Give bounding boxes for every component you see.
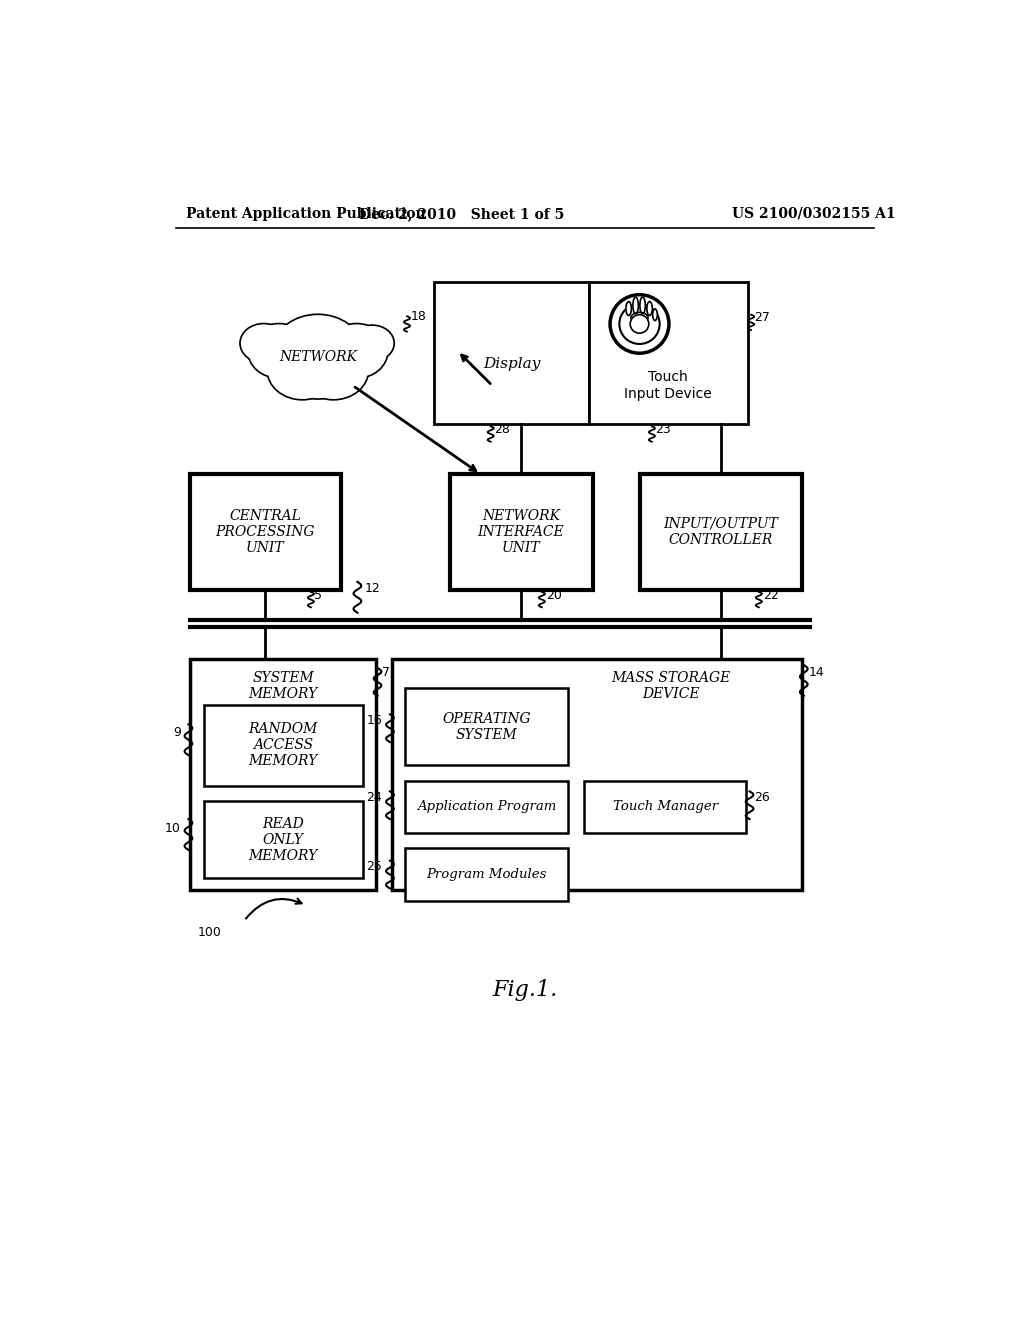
Text: Program Modules: Program Modules	[427, 869, 547, 880]
Circle shape	[620, 304, 659, 345]
Text: Application Program: Application Program	[417, 800, 556, 813]
Bar	[589, 281, 748, 424]
Text: 9: 9	[173, 726, 180, 739]
Text: 7: 7	[382, 667, 390, 680]
Ellipse shape	[631, 313, 648, 323]
Ellipse shape	[327, 325, 386, 376]
Bar	[190, 659, 376, 890]
Text: Dec. 2, 2010   Sheet 1 of 5: Dec. 2, 2010 Sheet 1 of 5	[358, 207, 564, 220]
Text: MASS STORAGE
DEVICE: MASS STORAGE DEVICE	[611, 671, 730, 701]
Ellipse shape	[350, 326, 394, 360]
Text: 25: 25	[367, 861, 382, 874]
Bar	[190, 474, 341, 590]
Ellipse shape	[276, 315, 359, 379]
Bar	[406, 849, 568, 900]
Ellipse shape	[242, 325, 286, 362]
Text: NETWORK: NETWORK	[279, 350, 357, 364]
Bar	[640, 474, 802, 590]
Ellipse shape	[290, 351, 346, 397]
Ellipse shape	[275, 314, 360, 379]
Text: NETWORK
INTERFACE
UNIT: NETWORK INTERFACE UNIT	[477, 508, 564, 554]
Ellipse shape	[241, 323, 287, 363]
Text: 5: 5	[314, 589, 322, 602]
Text: 26: 26	[755, 791, 770, 804]
Text: Fig.1.: Fig.1.	[493, 979, 557, 1001]
Text: 27: 27	[755, 312, 770, 325]
Text: SYSTEM
MEMORY: SYSTEM MEMORY	[249, 671, 317, 701]
Text: 18: 18	[411, 310, 427, 323]
Text: 28: 28	[494, 422, 510, 436]
Text: CENTRAL
PROCESSING
UNIT: CENTRAL PROCESSING UNIT	[215, 508, 315, 554]
Ellipse shape	[326, 323, 388, 378]
Text: 22: 22	[764, 589, 779, 602]
Ellipse shape	[289, 350, 347, 399]
Bar	[391, 659, 802, 890]
Text: READ
ONLY
MEMORY: READ ONLY MEMORY	[249, 817, 317, 863]
Ellipse shape	[647, 302, 652, 315]
Text: 16: 16	[367, 714, 382, 727]
Text: 23: 23	[655, 422, 671, 436]
Ellipse shape	[300, 342, 367, 399]
Text: OPERATING
SYSTEM: OPERATING SYSTEM	[442, 711, 531, 742]
Text: US 2100/0302155 A1: US 2100/0302155 A1	[732, 207, 896, 220]
Ellipse shape	[299, 341, 369, 400]
Text: Display: Display	[483, 356, 541, 371]
Ellipse shape	[268, 342, 336, 399]
Bar	[450, 474, 593, 590]
Text: 20: 20	[547, 589, 562, 602]
Bar	[204, 801, 362, 878]
Text: Touch Manager: Touch Manager	[612, 800, 718, 813]
Text: Touch
Input Device: Touch Input Device	[625, 371, 712, 401]
Text: 100: 100	[198, 925, 221, 939]
Text: 24: 24	[367, 791, 382, 804]
Text: 12: 12	[365, 582, 380, 594]
Text: 10: 10	[165, 822, 180, 834]
Ellipse shape	[640, 297, 645, 314]
Ellipse shape	[626, 302, 632, 315]
Text: RANDOM
ACCESS
MEMORY: RANDOM ACCESS MEMORY	[248, 722, 317, 768]
Text: INPUT/OUTPUT
CONTROLLER: INPUT/OUTPUT CONTROLLER	[664, 516, 778, 546]
Ellipse shape	[351, 326, 392, 360]
Ellipse shape	[652, 309, 657, 321]
Bar	[406, 688, 568, 766]
Bar	[406, 780, 568, 833]
Circle shape	[630, 314, 649, 333]
Ellipse shape	[248, 323, 310, 378]
Text: Patent Application Publication: Patent Application Publication	[186, 207, 426, 220]
Bar	[434, 281, 589, 424]
Ellipse shape	[267, 341, 337, 400]
Bar	[204, 705, 362, 785]
Ellipse shape	[633, 297, 638, 314]
Ellipse shape	[249, 325, 309, 376]
Bar	[584, 780, 746, 833]
Text: 14: 14	[809, 667, 824, 680]
